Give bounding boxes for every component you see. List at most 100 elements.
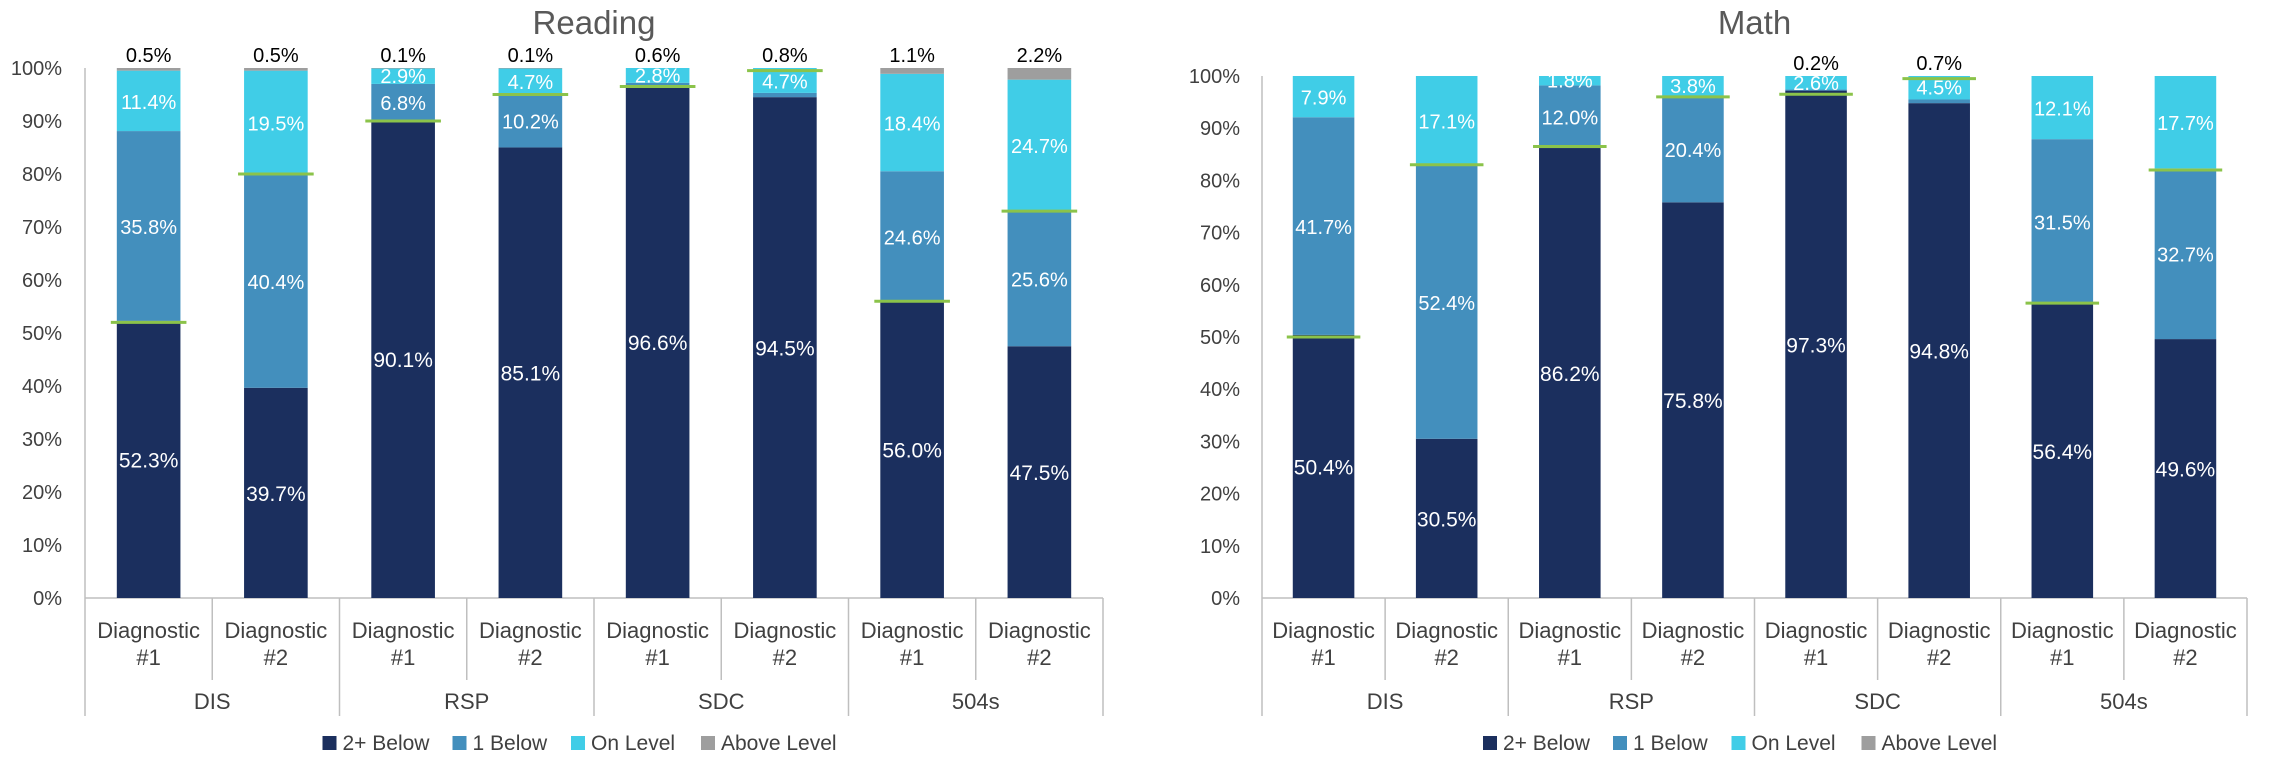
y-tick-label: 70% xyxy=(22,217,62,239)
bar-segment-2-below xyxy=(498,147,563,598)
legend-label: 2+ Below xyxy=(1503,732,1591,755)
group-label: 504s xyxy=(952,689,1000,714)
bar-segment-on-level xyxy=(371,68,435,84)
data-label: 12.0% xyxy=(1541,108,1598,130)
data-label: 1.8% xyxy=(1547,71,1593,93)
y-tick-label: 80% xyxy=(1200,170,1240,192)
category-label-line1: Diagnostic xyxy=(2134,618,2237,643)
category-label-line2: #1 xyxy=(391,645,415,670)
bar-segment-2-below xyxy=(1415,438,1478,598)
data-label: 0.5% xyxy=(253,45,299,67)
bar-segment-on-level xyxy=(880,73,944,172)
bar-segment-1-below xyxy=(1539,85,1601,149)
bar-segment-2-below xyxy=(753,97,817,599)
y-tick-label: 30% xyxy=(1200,431,1240,453)
data-label: 24.7% xyxy=(1011,136,1068,158)
bar-segment-2-below xyxy=(371,119,435,598)
y-tick-label: 30% xyxy=(22,429,62,451)
category-label-line1: Diagnostic xyxy=(1395,618,1498,643)
data-label: 47.5% xyxy=(1010,462,1070,485)
category-label-line2: #1 xyxy=(1804,645,1828,670)
bar-segment-1-below xyxy=(1415,165,1478,439)
legend: 2+ Below 1 Below On Level Above Level xyxy=(1483,732,1997,755)
category-label-line2: #2 xyxy=(773,645,797,670)
data-label: 2.6% xyxy=(1793,73,1839,95)
data-label: 97.3% xyxy=(1786,334,1846,357)
legend-item: Above Level xyxy=(1861,732,1997,755)
data-label: 4.5% xyxy=(1916,78,1962,100)
chart-reading: Reading 0% 10% 20% 30% 40% 50% 60% 70% 80% 90% 100%… xyxy=(11,4,1104,755)
legend-item: 1 Below xyxy=(1613,732,1709,755)
data-label: 94.8% xyxy=(1909,341,1969,364)
bar-segment-on-level xyxy=(1908,76,1970,100)
legend-swatch xyxy=(1483,736,1497,750)
legend-item: 1 Below xyxy=(452,732,548,755)
data-label: 7.9% xyxy=(1301,88,1347,110)
data-label: 6.8% xyxy=(380,93,426,115)
bar-segment-1-below xyxy=(1785,89,1847,91)
legend-label: On Level xyxy=(1752,732,1836,755)
category-label-line2: #2 xyxy=(1927,645,1951,670)
y-tick-label: 70% xyxy=(1200,223,1240,245)
data-label: 0.5% xyxy=(126,45,172,67)
legend-item: 2+ Below xyxy=(1483,732,1591,755)
bar-segment-1-below xyxy=(2154,168,2217,340)
legend-item: Above Level xyxy=(701,732,837,755)
legend-swatch xyxy=(1731,736,1746,750)
data-label: 0.7% xyxy=(1916,53,1962,75)
bar-segment-on-level xyxy=(1415,76,1478,166)
data-label: 52.4% xyxy=(1418,293,1475,315)
category-label-line1: Diagnostic xyxy=(225,618,328,643)
bar-segment-above-level xyxy=(880,68,944,74)
bar-segment-1-below xyxy=(753,92,817,98)
y-tick-label: 20% xyxy=(22,482,62,504)
bar-segment-1-below xyxy=(116,131,181,321)
bar-segment-on-level xyxy=(498,68,563,94)
category-label-line1: Diagnostic xyxy=(988,618,1091,643)
legend-label: 2+ Below xyxy=(343,732,431,755)
category-label-line1: Diagnostic xyxy=(1518,618,1621,643)
bar-segment-on-level xyxy=(116,70,181,132)
bar-segment-1-below xyxy=(1662,95,1724,203)
y-tick-label: 10% xyxy=(22,535,62,557)
bar-segment-on-level xyxy=(1007,79,1072,211)
data-label: 4.7% xyxy=(508,72,554,94)
bar-segment-1-below xyxy=(1007,210,1072,347)
data-label: 20.4% xyxy=(1665,140,1722,162)
bar-segment-2-below xyxy=(625,86,690,599)
data-label: 52.3% xyxy=(119,449,179,472)
bar-segment-above-level xyxy=(498,68,563,69)
legend-swatch xyxy=(322,736,337,750)
category-label-line1: Diagnostic xyxy=(1272,618,1375,643)
data-label: 31.5% xyxy=(2034,212,2091,234)
bar-segment-1-below xyxy=(1292,117,1355,335)
group-label: SDC xyxy=(1854,689,1901,714)
category-label-line2: #2 xyxy=(1027,645,1051,670)
bar-segment-above-level xyxy=(371,68,435,69)
chart-title: Math xyxy=(1718,4,1791,41)
y-tick-label: 0% xyxy=(1211,588,1240,610)
data-label: 11.4% xyxy=(121,92,176,114)
legend: 2+ Below 1 Below On Level Above Level xyxy=(322,732,837,755)
y-tick-label: 100% xyxy=(11,58,62,80)
legend-label: On Level xyxy=(591,732,675,755)
legend-label: 1 Below xyxy=(1633,732,1709,755)
bar-segment-2-below xyxy=(2031,303,2094,598)
category-label-line1: Diagnostic xyxy=(479,618,582,643)
data-label: 35.8% xyxy=(120,217,177,239)
bar-segment-2-below xyxy=(116,320,181,598)
y-tick-label: 50% xyxy=(1200,327,1240,349)
data-label: 2.9% xyxy=(380,66,426,88)
bar-segment-1-below xyxy=(498,93,563,148)
data-label: 19.5% xyxy=(248,113,305,135)
data-label: 3.8% xyxy=(1670,76,1716,98)
bar-segment-2-below xyxy=(244,387,308,598)
chart-math: Math 0% 10% 20% 30% 40% 50% 60% 70% 80% 90% 100% Dia… xyxy=(1189,4,2248,755)
data-label: 30.5% xyxy=(1417,508,1477,531)
data-label: 96.6% xyxy=(628,332,688,355)
group-label: SDC xyxy=(698,689,745,714)
legend-swatch xyxy=(701,736,715,750)
data-label: 12.1% xyxy=(2034,99,2091,121)
category-label-line1: Diagnostic xyxy=(2011,618,2114,643)
bar-segment-1-below xyxy=(625,82,690,87)
